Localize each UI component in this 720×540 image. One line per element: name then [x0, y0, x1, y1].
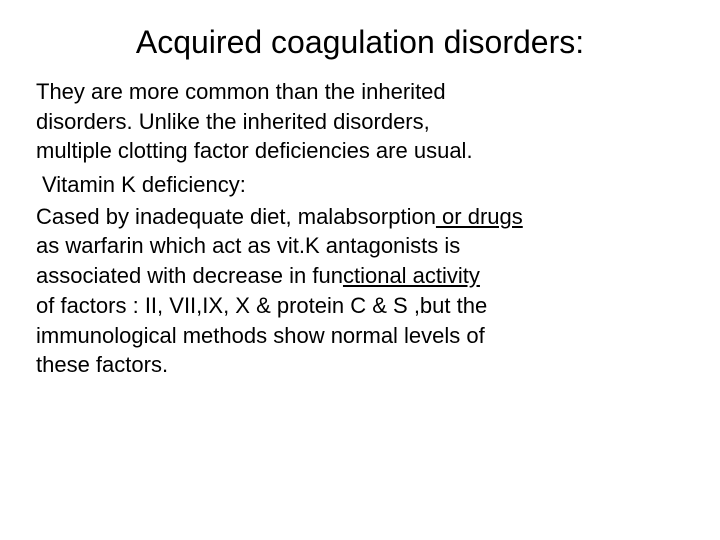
p2-line3-underlined: ctional activity	[343, 263, 480, 288]
p2-line4: of factors : II, VII,IX, X & protein C &…	[36, 293, 487, 318]
p2-line1-prefix: Cased by inadequate diet, malabsorption	[36, 204, 436, 229]
intro-line2: disorders. Unlike the inherited disorder…	[36, 109, 430, 134]
subtitle-vitamin-k: Vitamin K deficiency:	[36, 170, 684, 200]
paragraph-intro: They are more common than the inherited …	[36, 77, 684, 166]
paragraph-vitamin-k-detail: Cased by inadequate diet, malabsorption …	[36, 202, 684, 380]
slide-title: Acquired coagulation disorders:	[56, 24, 664, 61]
slide-body: They are more common than the inherited …	[36, 77, 684, 380]
intro-line3: multiple clotting factor deficiencies ar…	[36, 138, 473, 163]
p2-line6: these factors.	[36, 352, 168, 377]
intro-line1: They are more common than the inherited	[36, 79, 446, 104]
p2-line2: as warfarin which act as vit.K antagonis…	[36, 233, 460, 258]
slide-container: Acquired coagulation disorders: They are…	[0, 0, 720, 540]
p2-line1-underlined: or drugs	[436, 204, 523, 229]
p2-line5: immunological methods show normal levels…	[36, 323, 485, 348]
p2-line3-prefix: associated with decrease in fun	[36, 263, 343, 288]
